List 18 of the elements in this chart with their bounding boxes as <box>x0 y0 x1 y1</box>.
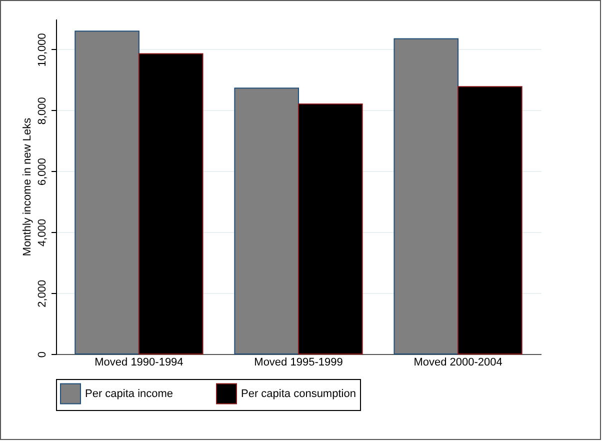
y-axis-title: Monthly income in new Leks <box>22 117 34 256</box>
bar <box>234 88 299 354</box>
y-tick-label: 8,000 <box>36 97 48 125</box>
y-tick-label: 6,000 <box>36 158 48 186</box>
y-tick-label: 0 <box>36 351 48 358</box>
x-tick-label: Moved 2000-2004 <box>414 356 502 368</box>
y-tick-label: 2,000 <box>36 280 48 308</box>
x-tick-label: Moved 1990-1994 <box>94 356 184 368</box>
y-tick-label: 4,000 <box>36 218 48 246</box>
x-tick-label: Moved 1995-1999 <box>254 356 343 368</box>
legend-label: Per capita consumption <box>241 388 356 400</box>
bar <box>74 30 140 354</box>
legend-label: Per capita income <box>85 388 174 400</box>
y-tick-label: 10,000 <box>36 33 48 67</box>
bar <box>458 86 522 354</box>
bar <box>138 53 204 354</box>
bar <box>298 103 363 354</box>
bar <box>394 38 459 354</box>
